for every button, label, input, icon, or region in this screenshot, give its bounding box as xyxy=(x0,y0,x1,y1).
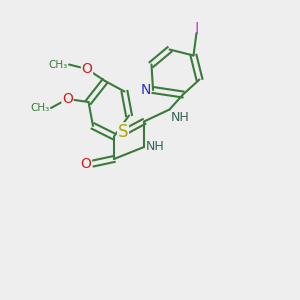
Text: O: O xyxy=(62,92,73,106)
Text: CH₃: CH₃ xyxy=(48,59,68,70)
Text: S: S xyxy=(118,123,128,141)
Text: O: O xyxy=(82,62,92,76)
Text: CH₃: CH₃ xyxy=(30,103,50,113)
Text: N: N xyxy=(140,83,151,97)
Text: NH: NH xyxy=(171,111,190,124)
Text: I: I xyxy=(195,22,200,38)
Text: O: O xyxy=(81,157,92,170)
Text: NH: NH xyxy=(146,140,164,154)
